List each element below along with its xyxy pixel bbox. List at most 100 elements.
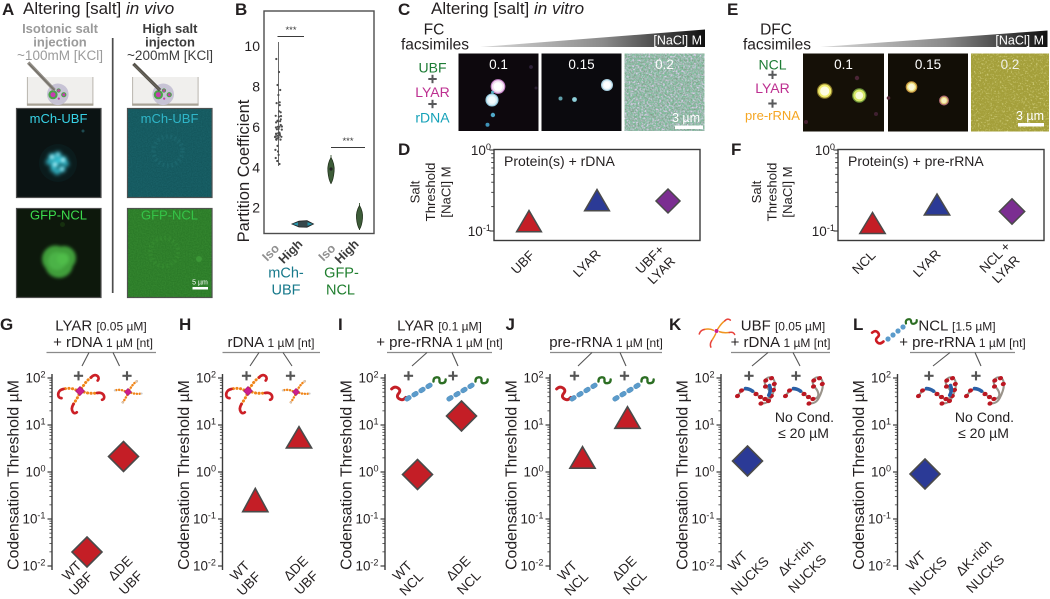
svg-text:+ pre-rRNA 1 µM [nt]: + pre-rRNA 1 µM [nt]	[376, 334, 503, 351]
svg-text:A: A	[2, 0, 14, 19]
svg-text:Threshold: Threshold	[423, 163, 438, 222]
svg-text:100: 100	[815, 142, 835, 158]
svg-text:UBF: UBF	[419, 60, 447, 76]
svg-text:LYAR: LYAR	[570, 247, 604, 281]
svg-text:+ rDNA 1 µM [nt]: + rDNA 1 µM [nt]	[731, 334, 831, 351]
svg-text:Codensation Threshold µM: Codensation Threshold µM	[851, 380, 868, 570]
svg-text:Salt: Salt	[408, 180, 423, 203]
svg-text:UBF: UBF	[508, 248, 537, 277]
svg-text:LYAR: LYAR	[415, 84, 450, 100]
svg-text:pre-rRNA 1 µM [nt]: pre-rRNA 1 µM [nt]	[549, 334, 663, 351]
svg-text:G: G	[0, 315, 13, 334]
svg-text:4: 4	[252, 160, 260, 176]
svg-text:mCh-UBF: mCh-UBF	[30, 111, 88, 126]
svg-text:E: E	[727, 0, 738, 19]
svg-text:10: 10	[244, 38, 260, 54]
svg-text:B: B	[235, 0, 247, 19]
svg-text:LYAR: LYAR	[755, 80, 790, 96]
svg-text:3 µm: 3 µm	[1016, 109, 1044, 123]
svg-text:GFP-: GFP-	[324, 266, 359, 282]
svg-text:FC: FC	[424, 22, 445, 39]
svg-text:High: High	[332, 237, 362, 267]
svg-text:***: ***	[285, 25, 296, 36]
svg-text:101: 101	[26, 416, 46, 432]
svg-text:NCL [1.5 µM]: NCL [1.5 µM]	[918, 318, 995, 335]
svg-text:Codensation Threshold µM: Codensation Threshold µM	[675, 380, 692, 570]
svg-text:100: 100	[471, 142, 491, 158]
svg-text:Partition Coefficient: Partition Coefficient	[235, 99, 253, 242]
svg-text:5 µm: 5 µm	[192, 280, 208, 287]
svg-text:10-2: 10-2	[356, 557, 379, 573]
svg-text:100: 100	[196, 463, 216, 479]
svg-text:No Cond.: No Cond.	[775, 409, 834, 425]
svg-text:Protein(s) + pre-rRNA: Protein(s) + pre-rRNA	[848, 153, 984, 169]
svg-text:NCL: NCL	[326, 283, 355, 299]
svg-text:0.1: 0.1	[834, 57, 853, 72]
svg-text:injection: injection	[33, 35, 87, 50]
svg-text:***: ***	[342, 136, 353, 147]
svg-text:NCL: NCL	[849, 248, 878, 277]
svg-text:D: D	[398, 140, 410, 159]
svg-text:0.15: 0.15	[915, 57, 941, 72]
svg-text:[NaCl] M: [NaCl] M	[439, 166, 454, 217]
svg-text:injecton: injecton	[145, 35, 195, 50]
svg-text:100: 100	[871, 463, 891, 479]
svg-text:LYAR [0.1 µM]: LYAR [0.1 µM]	[397, 318, 482, 335]
svg-text:0.2: 0.2	[1001, 57, 1020, 72]
svg-text:10-1: 10-1	[521, 510, 544, 526]
svg-text:101: 101	[524, 416, 544, 432]
svg-text:I: I	[338, 315, 343, 334]
svg-text:UBF: UBF	[272, 283, 301, 299]
svg-text:L: L	[853, 315, 863, 334]
svg-text:F: F	[731, 140, 741, 159]
svg-text:102: 102	[196, 369, 216, 385]
svg-text:[NaCl] M: [NaCl] M	[995, 34, 1044, 48]
svg-text:[NaCl] M: [NaCl] M	[780, 166, 795, 217]
svg-text:100: 100	[695, 463, 715, 479]
svg-text:10-2: 10-2	[868, 557, 891, 573]
svg-text:10-2: 10-2	[692, 557, 715, 573]
svg-text:10-1: 10-1	[692, 510, 715, 526]
svg-text:Salt: Salt	[749, 180, 764, 203]
svg-text:facsimiles: facsimiles	[401, 37, 469, 54]
svg-text:No Cond.: No Cond.	[955, 409, 1014, 425]
svg-text:102: 102	[871, 369, 891, 385]
svg-text:2: 2	[252, 200, 260, 216]
svg-text:0.15: 0.15	[568, 57, 594, 72]
svg-text:rDNA 1 µM [nt]: rDNA 1 µM [nt]	[228, 334, 315, 351]
svg-text:10-2: 10-2	[23, 557, 46, 573]
svg-text:6: 6	[252, 119, 260, 135]
svg-text:Threshold: Threshold	[765, 163, 780, 222]
svg-text:mCh-: mCh-	[268, 266, 304, 282]
svg-text:0.2: 0.2	[655, 57, 674, 72]
svg-text:Protein(s) + rDNA: Protein(s) + rDNA	[504, 153, 616, 169]
svg-text:NCL: NCL	[758, 57, 786, 73]
svg-text:0.1: 0.1	[489, 57, 508, 72]
svg-text:GFP-NCL: GFP-NCL	[30, 208, 87, 223]
svg-text:DFC: DFC	[760, 22, 792, 39]
svg-text:10-1: 10-1	[23, 510, 46, 526]
svg-text:rDNA: rDNA	[415, 110, 450, 126]
svg-text:+ rDNA 1 µM [nt]: + rDNA 1 µM [nt]	[53, 334, 153, 351]
svg-text:3 µm: 3 µm	[672, 111, 700, 125]
svg-text:Altering [salt] in vivo: Altering [salt] in vivo	[23, 0, 174, 18]
svg-text:~200mM [KCl]: ~200mM [KCl]	[127, 48, 213, 63]
svg-text:100: 100	[359, 463, 379, 479]
svg-text:[NaCl] M: [NaCl] M	[653, 34, 702, 48]
svg-text:10-1: 10-1	[468, 223, 491, 239]
svg-text:Codensation Threshold µM: Codensation Threshold µM	[6, 380, 23, 570]
svg-text:High salt: High salt	[143, 21, 199, 36]
svg-text:10-1: 10-1	[193, 510, 216, 526]
svg-text:101: 101	[196, 416, 216, 432]
svg-text:mCh-UBF: mCh-UBF	[141, 111, 199, 126]
svg-text:pre-rRNA: pre-rRNA	[745, 108, 800, 123]
svg-text:J: J	[506, 315, 515, 334]
svg-text:10-1: 10-1	[868, 510, 891, 526]
svg-text:Altering [salt] in vitro: Altering [salt] in vitro	[431, 0, 584, 18]
svg-text:10-1: 10-1	[812, 223, 835, 239]
svg-text:101: 101	[359, 416, 379, 432]
svg-text:10-2: 10-2	[521, 557, 544, 573]
svg-text:100: 100	[26, 463, 46, 479]
svg-text:102: 102	[359, 369, 379, 385]
svg-text:10-1: 10-1	[356, 510, 379, 526]
